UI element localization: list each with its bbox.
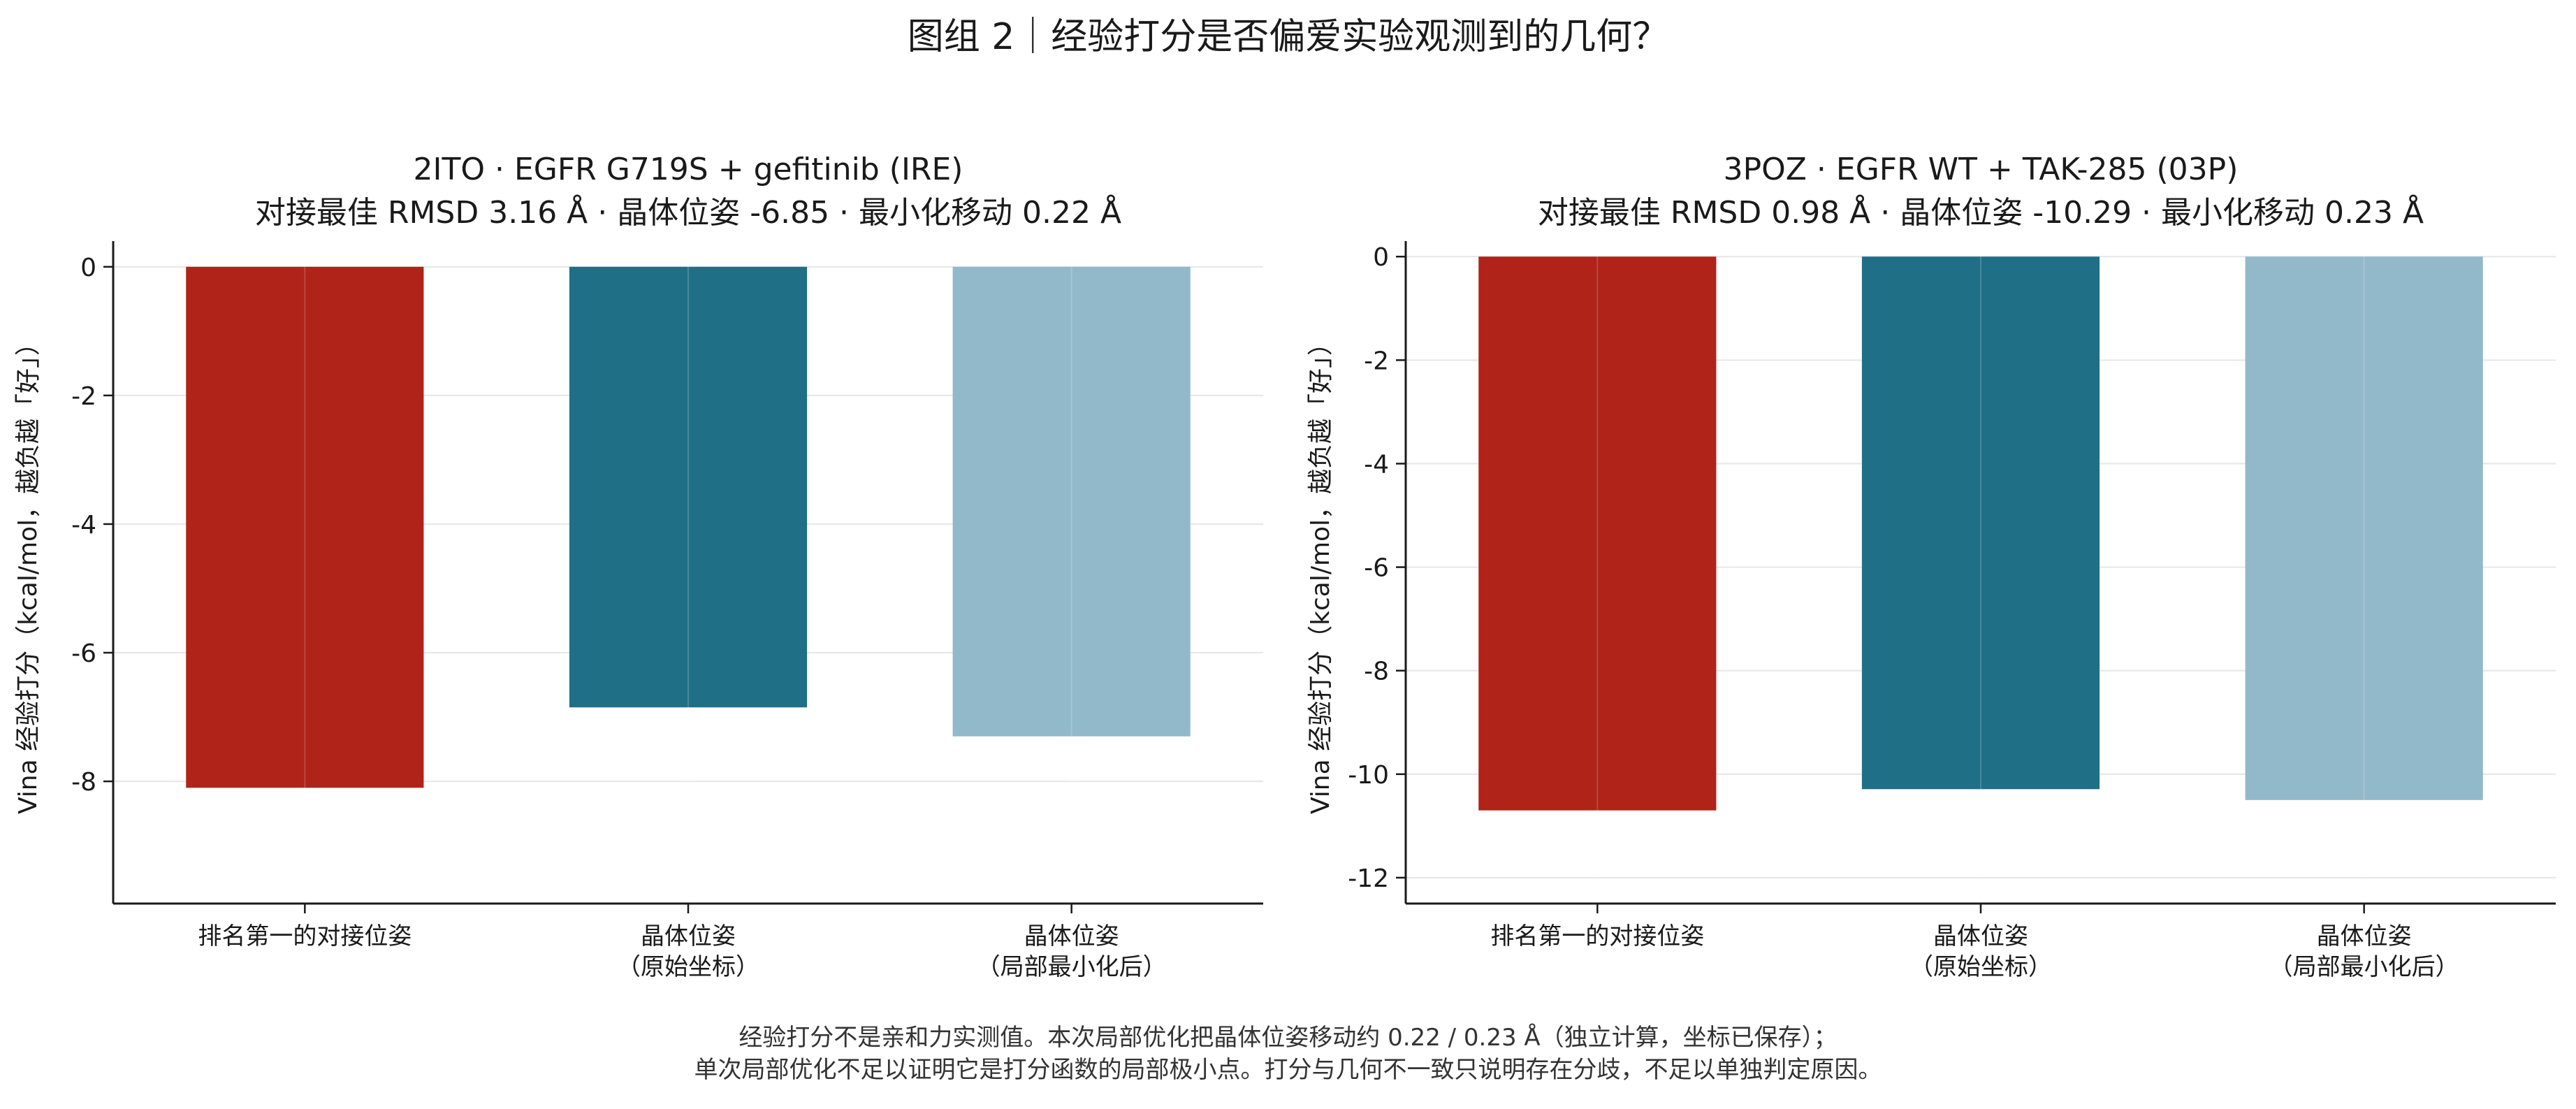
panel-1-title-line1: 2ITO · EGFR G719S + gefitinib (IRE) bbox=[413, 152, 963, 187]
panel-1-ytick-label-1: -2 bbox=[71, 382, 96, 411]
panel-2-ytick-label-0: 0 bbox=[1373, 243, 1389, 272]
panel-1-ytick-label-2: -4 bbox=[71, 511, 96, 539]
panel-1-ytick-label-4: -8 bbox=[71, 768, 96, 797]
panel-1-bar-1 bbox=[569, 266, 808, 708]
panel-1-ytick-label-0: 0 bbox=[80, 254, 96, 282]
panel-2-ytick-label-2: -4 bbox=[1364, 450, 1389, 479]
panel-2-y-axis-label: Vina 经验打分（kcal/mol，越负越「好」） bbox=[1307, 331, 1335, 814]
panel-2-bar-2 bbox=[2245, 256, 2483, 800]
panel-2-xtick-label-2-0: 晶体位姿 bbox=[2317, 922, 2412, 950]
panel-2-xtick-label-1-1: （原始坐标） bbox=[1909, 953, 2052, 981]
panel-2-ytick-label-3: -6 bbox=[1364, 554, 1389, 583]
panel-1-xtick-label-1-0: 晶体位姿 bbox=[641, 922, 736, 950]
panel-1-y-axis-label: Vina 经验打分（kcal/mol，越负越「好」） bbox=[14, 331, 43, 814]
panel-2-bar-1 bbox=[1861, 256, 2100, 790]
panel-2-title-line1: 3POZ · EGFR WT + TAK-285 (03P) bbox=[1723, 152, 2239, 187]
footnote-line-2: 单次局部优化不足以证明它是打分函数的局部极小点。打分与几何不一致只说明存在分歧，… bbox=[694, 1056, 1882, 1084]
panel-2-ytick-label-5: -10 bbox=[1348, 761, 1389, 790]
panel-1-xtick-label-2-1: （局部最小化后） bbox=[977, 953, 1167, 981]
panel-2-xtick-label-1-0: 晶体位姿 bbox=[1933, 922, 2028, 950]
panel-2-ytick-label-4: -8 bbox=[1364, 658, 1389, 686]
panel-1-bar-2 bbox=[952, 266, 1191, 737]
panel-2-bar-0 bbox=[1478, 256, 1717, 811]
panel-1-bar-0 bbox=[186, 266, 424, 788]
panel-2-title-line2: 对接最佳 RMSD 0.98 Å · 晶体位姿 -10.29 · 最小化移动 0… bbox=[1537, 195, 2424, 231]
panel-2-ytick-label-1: -2 bbox=[1364, 347, 1389, 375]
panel-2-ytick-label-6: -12 bbox=[1348, 864, 1389, 893]
panel-1-xtick-label-2-0: 晶体位姿 bbox=[1024, 922, 1119, 950]
panel-1-xtick-label-0-0: 排名第一的对接位姿 bbox=[198, 922, 412, 950]
footnote-line-1: 经验打分不是亲和力实测值。本次局部优化把晶体位姿移动约 0.22 / 0.23 … bbox=[738, 1024, 1838, 1052]
panel-1-ytick-label-3: -6 bbox=[71, 639, 96, 668]
panel-2-xtick-label-2-1: （局部最小化后） bbox=[2269, 953, 2459, 981]
panel-1-title-line2: 对接最佳 RMSD 3.16 Å · 晶体位姿 -6.85 · 最小化移动 0.… bbox=[254, 195, 1122, 231]
figure-suptitle: 图组 2｜经验打分是否偏爱实验观测到的几何？ bbox=[907, 16, 1669, 58]
panel-1-xtick-label-1-1: （原始坐标） bbox=[617, 953, 759, 981]
panel-2-xtick-label-0-0: 排名第一的对接位姿 bbox=[1490, 922, 1704, 950]
